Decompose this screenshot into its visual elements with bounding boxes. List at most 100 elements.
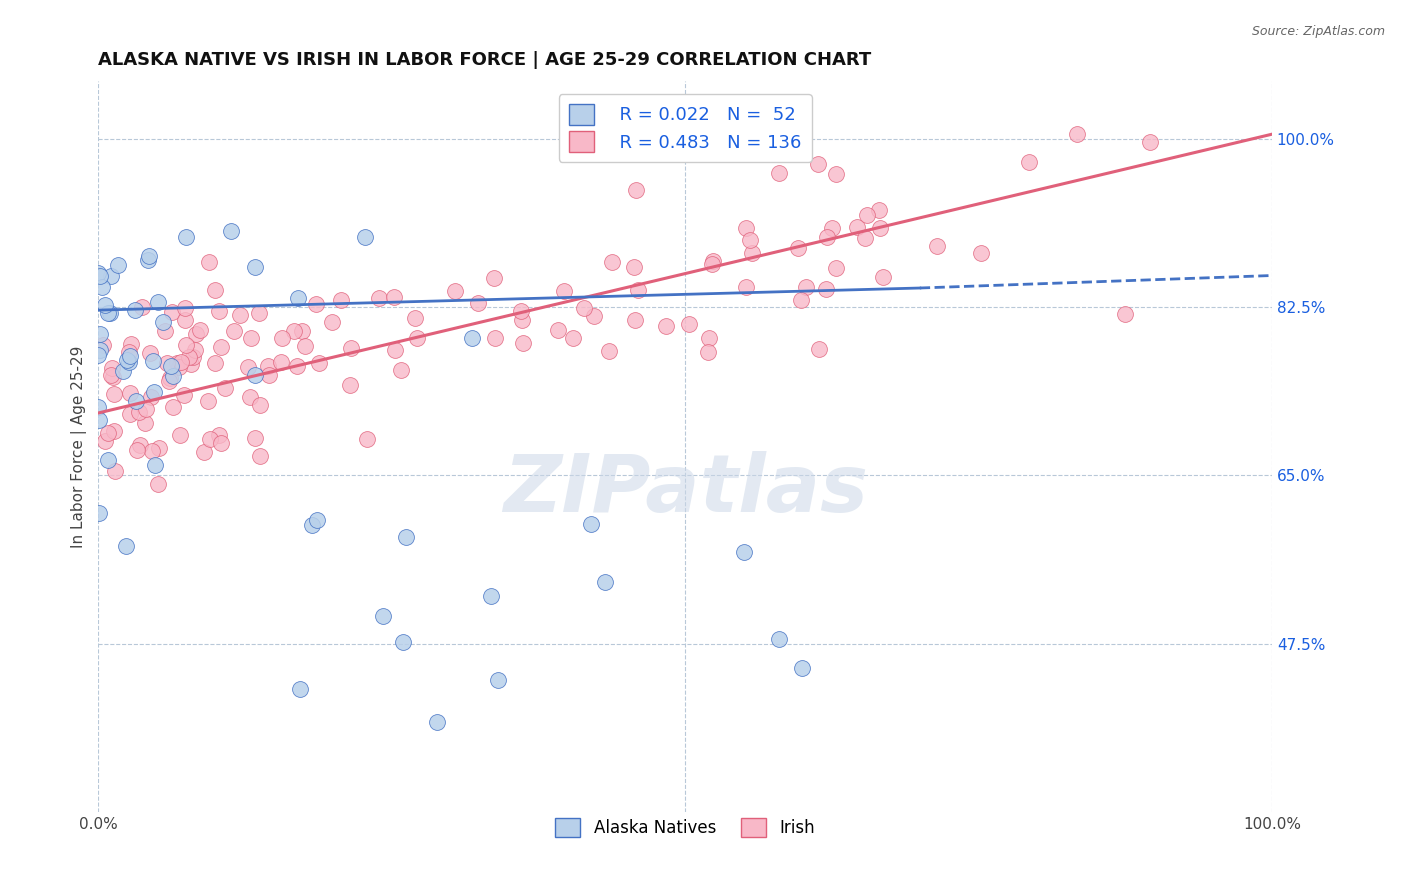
Point xyxy=(294,339,316,353)
Point xyxy=(120,337,142,351)
Point xyxy=(846,219,869,234)
Point xyxy=(143,458,166,472)
Point xyxy=(159,359,181,373)
Text: ALASKA NATIVE VS IRISH IN LABOR FORCE | AGE 25-29 CORRELATION CHART: ALASKA NATIVE VS IRISH IN LABOR FORCE | … xyxy=(98,51,872,69)
Point xyxy=(100,368,122,382)
Point xyxy=(624,183,647,197)
Point xyxy=(678,317,700,331)
Point xyxy=(115,540,138,554)
Point xyxy=(245,260,267,274)
Point xyxy=(100,268,122,283)
Point xyxy=(655,318,678,333)
Point xyxy=(118,349,141,363)
Point xyxy=(160,304,183,318)
Point xyxy=(204,283,226,297)
Point xyxy=(790,293,813,307)
Point xyxy=(89,269,111,284)
Point xyxy=(198,254,221,268)
Text: Source: ZipAtlas.com: Source: ZipAtlas.com xyxy=(1251,25,1385,38)
Point xyxy=(249,306,271,320)
Point xyxy=(305,296,328,310)
Point xyxy=(925,239,948,253)
Point xyxy=(181,350,204,364)
Point xyxy=(768,632,790,646)
Point xyxy=(197,393,219,408)
Point xyxy=(136,253,159,268)
Point xyxy=(444,285,467,299)
Point xyxy=(868,203,890,218)
Point xyxy=(156,356,179,370)
Point xyxy=(808,343,831,357)
Point xyxy=(382,289,405,303)
Point xyxy=(270,355,292,369)
Point xyxy=(970,246,993,260)
Point xyxy=(162,400,184,414)
Point xyxy=(697,331,720,345)
Point xyxy=(104,464,127,478)
Point xyxy=(236,359,259,374)
Point xyxy=(87,507,110,521)
Point xyxy=(572,301,595,316)
Point xyxy=(141,443,163,458)
Point xyxy=(174,312,197,326)
Point xyxy=(120,407,142,421)
Point xyxy=(128,405,150,419)
Point xyxy=(696,345,718,359)
Point xyxy=(93,337,115,351)
Point xyxy=(87,400,110,414)
Point xyxy=(821,220,844,235)
Point xyxy=(169,360,191,375)
Point xyxy=(101,361,124,376)
Point xyxy=(339,378,361,392)
Point xyxy=(582,309,605,323)
Point xyxy=(340,342,363,356)
Point xyxy=(118,385,141,400)
Point xyxy=(142,385,165,400)
Point xyxy=(249,398,271,412)
Point xyxy=(97,426,120,441)
Point xyxy=(239,390,262,404)
Point xyxy=(271,330,294,344)
Point xyxy=(581,516,603,531)
Point xyxy=(118,344,141,359)
Point xyxy=(510,303,533,318)
Point xyxy=(174,301,197,316)
Point xyxy=(1018,155,1040,169)
Point xyxy=(87,266,110,280)
Point xyxy=(239,331,262,345)
Point xyxy=(384,343,406,358)
Point xyxy=(290,682,312,697)
Point xyxy=(627,283,650,297)
Point xyxy=(243,431,266,445)
Point xyxy=(98,306,121,320)
Point xyxy=(152,315,174,329)
Point xyxy=(134,417,156,431)
Point xyxy=(256,359,278,373)
Point xyxy=(157,374,180,388)
Point xyxy=(807,157,830,171)
Y-axis label: In Labor Force | Age 25-29: In Labor Force | Age 25-29 xyxy=(72,345,87,548)
Point xyxy=(486,673,509,688)
Point xyxy=(200,432,222,446)
Point xyxy=(856,208,879,222)
Point xyxy=(209,436,232,450)
Point xyxy=(87,413,110,427)
Point xyxy=(89,327,111,342)
Point xyxy=(204,356,226,370)
Point xyxy=(208,427,231,442)
Point xyxy=(562,331,585,345)
Point xyxy=(103,424,125,438)
Point xyxy=(146,294,169,309)
Point xyxy=(169,427,191,442)
Point xyxy=(853,231,876,245)
Point xyxy=(406,331,429,345)
Point xyxy=(153,324,176,338)
Point xyxy=(184,327,207,342)
Point xyxy=(547,323,569,337)
Point xyxy=(249,449,271,463)
Point xyxy=(482,270,505,285)
Point xyxy=(354,229,377,244)
Point xyxy=(794,279,817,293)
Point xyxy=(825,168,848,182)
Point xyxy=(735,280,758,294)
